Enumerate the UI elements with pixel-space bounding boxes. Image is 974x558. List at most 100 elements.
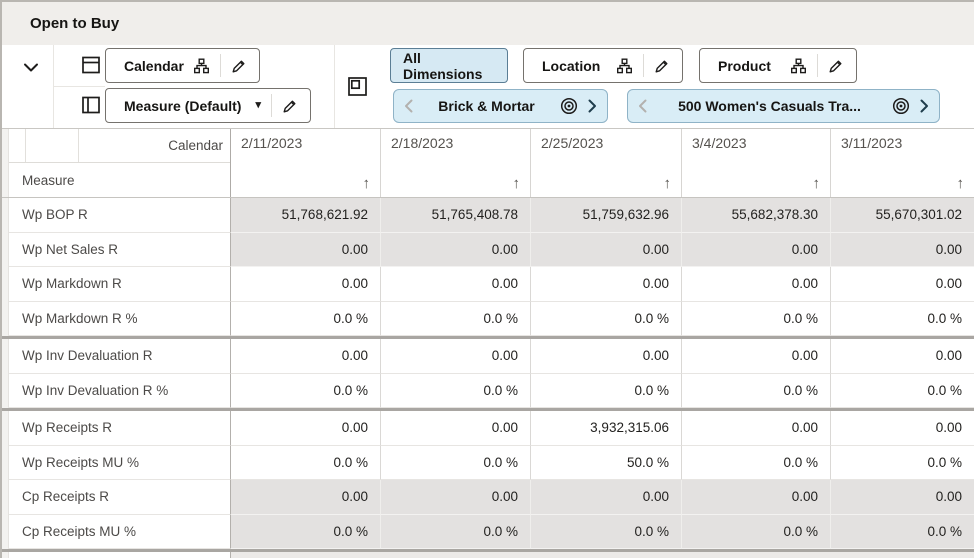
data-cell[interactable]: 0.0 % (530, 301, 681, 336)
data-cell[interactable]: 0.0 % (681, 301, 830, 336)
data-cell[interactable]: 0.00 (380, 339, 530, 374)
data-cell: 0.00 (530, 232, 681, 267)
sort-ascending-icon[interactable]: ↑ (512, 175, 521, 192)
edit-pencil-icon[interactable] (282, 98, 298, 114)
collapse-panel-button[interactable] (20, 59, 42, 77)
row-header-wp-inv-devaluation-r[interactable]: Wp Inv Devaluation R (9, 339, 230, 374)
row-header-wp-receipts-mu[interactable]: Wp Receipts MU % (9, 445, 230, 480)
all-dimensions-button[interactable]: All Dimensions (390, 48, 508, 83)
data-cell[interactable]: 0.00 (380, 411, 530, 446)
data-cell[interactable]: 0.00 (830, 339, 974, 374)
data-cell: 51,759,632.96 (530, 198, 681, 233)
location-position-pill[interactable]: Brick & Mortar (393, 89, 608, 123)
row-gutter (2, 301, 9, 336)
data-cell[interactable]: 0.0 % (530, 373, 681, 408)
chevron-left-icon[interactable] (638, 99, 647, 113)
product-position-pill[interactable]: 500 Women's Casuals Tra... (627, 89, 940, 123)
data-cell[interactable]: 0.0 % (230, 445, 380, 480)
row-header-cp-receipts-r[interactable]: Cp Receipts R (9, 480, 230, 515)
data-cell[interactable]: 0.0 % (830, 445, 974, 480)
data-cell: 0.00 (380, 232, 530, 267)
edit-pencil-icon[interactable] (231, 58, 247, 74)
data-cell[interactable]: 0.0 % (230, 373, 380, 408)
row-header-wp-inv-devaluation-r[interactable]: Wp Inv Devaluation R % (9, 373, 230, 408)
columns-axis-button[interactable] (79, 93, 103, 117)
calendar-axis-tile[interactable]: Calendar (105, 48, 260, 83)
table-row-cp-receipts-r: Cp Receipts R 0.00 0.00 0.00 0.00 0.00 (2, 480, 974, 515)
columns-layout-icon (82, 96, 100, 114)
column-header-2-18-2023[interactable]: 2/18/2023 ↑ (380, 129, 530, 197)
hierarchy-icon (617, 58, 632, 73)
data-cell[interactable]: 0.0 % (380, 445, 530, 480)
row-header-wp-markdown-r[interactable]: Wp Markdown R (9, 267, 230, 302)
data-cell[interactable]: 0.00 (230, 267, 380, 302)
column-header-3-11-2023[interactable]: 3/11/2023 ↑ (830, 129, 974, 197)
measure-axis-tile[interactable]: Measure (Default) ▾ (105, 88, 311, 123)
toolbar-separator (53, 45, 54, 128)
toolbar-separator (54, 86, 105, 87)
data-cell[interactable]: 0.00 (530, 267, 681, 302)
column-header-2-25-2023[interactable]: 2/25/2023 ↑ (530, 129, 681, 197)
data-cell: 0.00 (681, 480, 830, 515)
edit-pencil-icon[interactable] (654, 58, 670, 74)
grid-corner-cell: Calendar Measure (9, 129, 230, 197)
table-row-wp-net-sales-r: Wp Net Sales R 0.00 0.00 0.00 0.00 0.00 (2, 232, 974, 267)
partial-row-cells (230, 552, 974, 558)
row-header-wp-bop-r[interactable]: Wp BOP R (9, 198, 230, 233)
rows-layout-icon (82, 56, 100, 74)
column-header-2-11-2023[interactable]: 2/11/2023 ↑ (230, 129, 380, 197)
row-gutter (2, 339, 9, 374)
data-cell: 55,682,378.30 (681, 198, 830, 233)
grid-body: Wp BOP R 51,768,621.92 51,765,408.78 51,759… (2, 198, 974, 558)
data-cell[interactable]: 0.00 (681, 411, 830, 446)
table-row-wp-markdown-r: Wp Markdown R 0.00 0.00 0.00 0.00 0.00 (2, 267, 974, 302)
data-cell[interactable]: 0.0 % (830, 373, 974, 408)
chevron-right-icon[interactable] (920, 99, 929, 113)
target-level-icon[interactable] (560, 97, 578, 115)
calendar-tile-label: Calendar (124, 57, 184, 74)
data-cell[interactable]: 50.0 % (530, 445, 681, 480)
data-cell: 0.00 (681, 232, 830, 267)
sort-ascending-icon[interactable]: ↑ (362, 175, 371, 192)
data-cell[interactable]: 0.0 % (830, 301, 974, 336)
product-dimension-tile[interactable]: Product (699, 48, 857, 83)
rows-axis-button[interactable] (79, 53, 103, 77)
data-cell: 0.0 % (681, 514, 830, 549)
column-header-3-4-2023[interactable]: 3/4/2023 ↑ (681, 129, 830, 197)
data-cell[interactable]: 0.00 (530, 339, 681, 374)
sort-ascending-icon[interactable]: ↑ (956, 175, 965, 192)
row-gutter (2, 445, 9, 480)
data-cell[interactable]: 0.0 % (380, 373, 530, 408)
data-cell[interactable]: 0.0 % (681, 445, 830, 480)
partial-row-label (9, 552, 230, 558)
row-header-wp-receipts-r[interactable]: Wp Receipts R (9, 411, 230, 446)
target-level-icon[interactable] (892, 97, 910, 115)
data-cell: 51,768,621.92 (230, 198, 380, 233)
data-cell[interactable]: 0.0 % (230, 301, 380, 336)
sort-ascending-icon[interactable]: ↑ (663, 175, 672, 192)
chevron-right-icon[interactable] (588, 99, 597, 113)
column-header-label: 2/25/2023 (541, 135, 604, 151)
data-cell: 0.0 % (530, 514, 681, 549)
data-cell[interactable]: 0.0 % (380, 301, 530, 336)
row-header-wp-markdown-r[interactable]: Wp Markdown R % (9, 301, 230, 336)
edit-pencil-icon[interactable] (828, 58, 844, 74)
data-cell[interactable]: 0.00 (830, 267, 974, 302)
sort-ascending-icon[interactable]: ↑ (812, 175, 821, 192)
data-cell[interactable]: 0.00 (230, 411, 380, 446)
row-gutter (2, 411, 9, 446)
show-pivot-panel-button[interactable] (345, 74, 369, 98)
dropdown-caret-icon[interactable]: ▾ (255, 99, 261, 111)
toolbar: Calendar Measure (Default) ▾ (2, 45, 974, 129)
data-cell[interactable]: 3,932,315.06 (530, 411, 681, 446)
location-dimension-tile[interactable]: Location (523, 48, 683, 83)
data-cell[interactable]: 0.00 (681, 267, 830, 302)
data-cell[interactable]: 0.00 (830, 411, 974, 446)
data-cell[interactable]: 0.00 (380, 267, 530, 302)
row-header-wp-net-sales-r[interactable]: Wp Net Sales R (9, 232, 230, 267)
data-cell[interactable]: 0.00 (681, 339, 830, 374)
data-cell[interactable]: 0.00 (230, 339, 380, 374)
data-cell[interactable]: 0.0 % (681, 373, 830, 408)
chevron-left-icon[interactable] (404, 99, 413, 113)
row-header-cp-receipts-mu[interactable]: Cp Receipts MU % (9, 514, 230, 549)
